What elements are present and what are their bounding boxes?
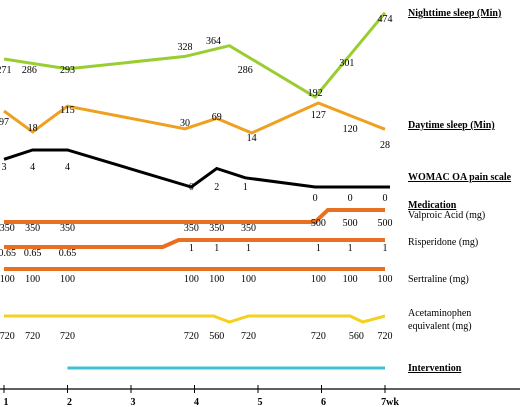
medication-value: 1: [246, 243, 251, 254]
medication-value: 720: [378, 331, 393, 342]
x-tick-label: 7wk: [381, 397, 399, 407]
medication-value: 100: [25, 274, 40, 285]
medication-value: 720: [25, 331, 40, 342]
medication-value: 500: [311, 218, 326, 229]
right-labels: Nighttime sleep (Min) Daytime sleep (Min)…: [408, 8, 512, 374]
x-tick-label: 6: [321, 397, 326, 407]
data-label: 120: [343, 124, 358, 135]
medication-value: 100: [378, 274, 393, 285]
data-label: 293: [60, 65, 75, 76]
medication-group: 350 350 350 350 350 350 500 500 500 0.65 0.65 0.65 1…: [0, 208, 393, 370]
data-label: 0: [189, 182, 194, 193]
data-label: 474: [378, 14, 393, 25]
data-label: 115: [60, 105, 75, 116]
medication-label: Valproic Acid (mg): [408, 210, 485, 221]
medication-value: 100: [343, 274, 358, 285]
medication-value: 1: [316, 243, 321, 254]
data-label: 28: [380, 140, 390, 151]
medication-value: 350: [241, 223, 256, 234]
medication-value: 100: [184, 274, 199, 285]
x-tick-label: 2: [67, 397, 72, 407]
medication-value: 500: [378, 218, 393, 229]
x-tick-label: 1: [4, 397, 9, 407]
series-line: [3, 101, 386, 135]
medication-line: [4, 314, 386, 324]
medication-value: 350: [60, 223, 75, 234]
medication-value: 720: [0, 331, 15, 342]
medication-value: 0.65: [0, 248, 16, 259]
data-label: 3: [2, 162, 7, 173]
medication-value: 720: [241, 331, 256, 342]
data-label: 192: [308, 88, 323, 99]
data-label: 286: [238, 65, 253, 76]
medication-value: 560: [349, 331, 364, 342]
medication-value: 500: [343, 218, 358, 229]
series-label: Daytime sleep (Min): [408, 120, 495, 131]
medication-value: 100: [0, 274, 15, 285]
series-line: [3, 148, 390, 189]
medication-value: 0.65: [59, 248, 77, 259]
medication-value: 100: [241, 274, 256, 285]
medication-heading: Medication: [408, 200, 457, 211]
medication-value: 0.65: [24, 248, 42, 259]
data-label: 1: [243, 182, 248, 193]
medication-value: 1: [348, 243, 353, 254]
medication-value: 1: [383, 243, 388, 254]
data-label: 18: [28, 123, 38, 134]
series-group: 2712862933283642861923014749718115306914…: [0, 11, 393, 204]
data-label: 97: [0, 117, 9, 128]
data-label: 301: [339, 58, 354, 69]
medication-label: Risperidone (mg): [408, 237, 478, 248]
data-label: 286: [22, 65, 37, 76]
medication-value: 720: [60, 331, 75, 342]
series-label: WOMAC OA pain scale: [408, 172, 512, 183]
medication-line: [4, 208, 385, 224]
medication-value: 560: [209, 331, 224, 342]
x-tick-label: 5: [258, 397, 263, 407]
data-label: 30: [180, 118, 190, 129]
data-label: 364: [206, 36, 221, 47]
data-label: 2: [214, 182, 219, 193]
intervention-label: Intervention: [408, 363, 462, 374]
medication-label: Acetaminophen: [408, 308, 471, 319]
medication-value: 350: [25, 223, 40, 234]
x-axis: 1 2 3 4 5 6 7wk: [0, 385, 520, 407]
data-label: 0: [348, 193, 353, 204]
x-tick-label: 3: [131, 397, 136, 407]
medication-value: 100: [60, 274, 75, 285]
data-label: 0: [313, 193, 318, 204]
medication-value: 100: [311, 274, 326, 285]
medication-line: [4, 238, 385, 249]
medication-value: 1: [214, 243, 219, 254]
medication-label: Sertraline (mg): [408, 274, 469, 285]
data-label: 328: [177, 42, 192, 53]
medication-value: 720: [184, 331, 199, 342]
medication-value: 350: [184, 223, 199, 234]
series-label: Nighttime sleep (Min): [408, 8, 501, 19]
data-label: 0: [383, 193, 388, 204]
medication-value: 1: [189, 243, 194, 254]
data-label: 14: [247, 133, 257, 144]
medication-value: 720: [311, 331, 326, 342]
medication-value: 350: [209, 223, 224, 234]
data-label: 271: [0, 65, 12, 76]
x-tick-label: 4: [194, 397, 199, 407]
data-label: 4: [30, 162, 35, 173]
data-label: 69: [212, 112, 222, 123]
data-label: 127: [311, 110, 326, 121]
data-label: 4: [65, 162, 70, 173]
medication-label: equivalent (mg): [408, 321, 472, 332]
medication-value: 350: [0, 223, 15, 234]
medication-value: 100: [209, 274, 224, 285]
series-line: [3, 11, 387, 99]
